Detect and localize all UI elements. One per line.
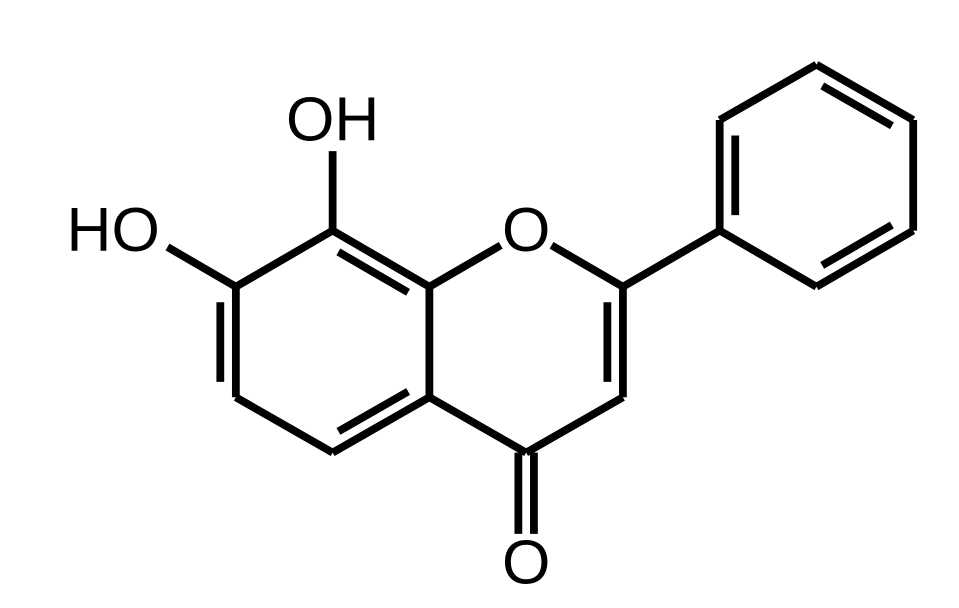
atom-label-a9: O bbox=[502, 196, 550, 265]
atom-label-a1: HO bbox=[67, 196, 160, 265]
molecule-structure: HO OH O O bbox=[0, 0, 959, 608]
atom-label-a8: OH bbox=[286, 85, 379, 154]
atom-label-a13: O bbox=[502, 529, 550, 598]
